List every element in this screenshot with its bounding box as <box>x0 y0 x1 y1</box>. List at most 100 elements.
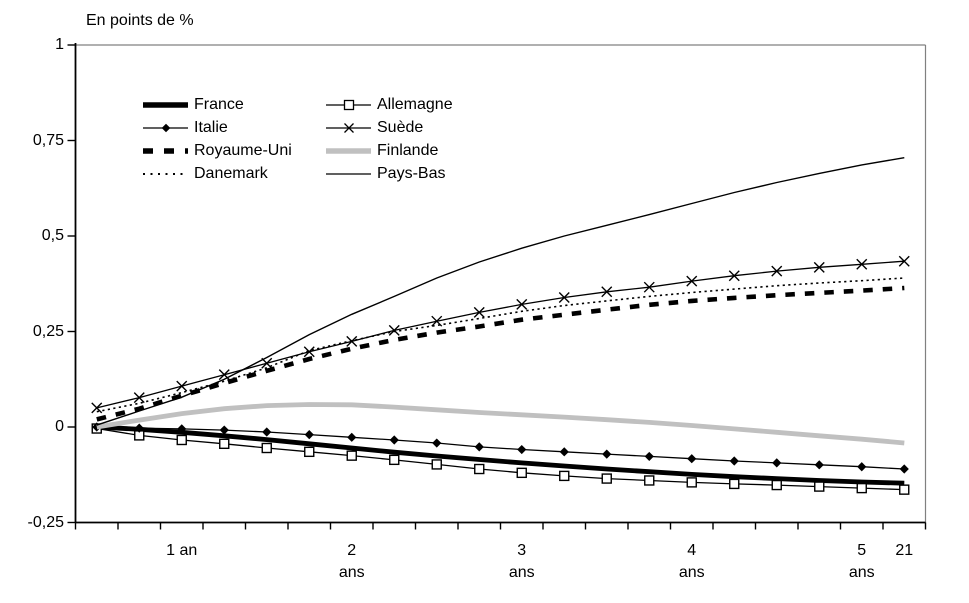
series-line-pays-bas <box>96 157 905 426</box>
diamond-filled-marker <box>602 449 612 459</box>
y-tick-label: 1 <box>55 36 64 53</box>
x-marker <box>516 298 528 310</box>
x-marker <box>813 261 825 273</box>
square-open-marker <box>856 482 867 494</box>
square-open-marker <box>644 475 655 486</box>
series-line-su-de <box>96 260 905 409</box>
square-open-marker <box>516 467 527 479</box>
legend-item-danemark: Danemark <box>143 162 268 185</box>
x-marker <box>133 392 145 404</box>
x-marker <box>771 265 783 277</box>
diamond-filled-marker <box>389 435 399 445</box>
x-marker <box>91 402 103 414</box>
diamond-filled-marker <box>517 444 527 455</box>
x-marker <box>686 275 698 287</box>
diamond-filled-marker <box>347 432 357 442</box>
y-tick-label: 0,5 <box>41 227 64 244</box>
diamond-filled-marker <box>857 462 867 472</box>
legend-swatch-solid-thin <box>326 119 372 137</box>
square-open-marker <box>771 479 782 491</box>
legend-item-allemagne: Allemagne <box>326 93 453 116</box>
x-marker <box>898 255 910 267</box>
legend-swatch-solid-thick <box>326 142 372 160</box>
square-open-marker <box>474 463 485 475</box>
x-marker <box>728 270 740 282</box>
y-tick-label: 0,25 <box>32 322 64 340</box>
series-line-finlande <box>96 402 905 446</box>
diamond-filled-marker <box>559 447 569 457</box>
legend-swatch-solid-thin-plain <box>326 165 372 183</box>
square-open-marker <box>389 454 400 466</box>
diamond-filled-marker <box>134 423 144 433</box>
diamond-filled-marker <box>729 456 739 466</box>
series-line-france <box>96 424 905 486</box>
x-tick-label: 2 ans <box>338 542 365 581</box>
square-open-marker <box>686 477 697 488</box>
series-line-royaume-uni <box>96 285 905 422</box>
x-tick-label: 5 ans <box>848 542 875 581</box>
y-tick-label: -0,25 <box>27 513 64 531</box>
legend-item-su-de: Suède <box>326 116 423 139</box>
legend-label: France <box>194 95 244 113</box>
legend-item-royaume-uni: Royaume-Uni <box>143 139 292 162</box>
diamond-filled-marker <box>432 438 442 448</box>
legend-swatch-solid-thick <box>143 96 189 114</box>
square-open-marker <box>346 450 357 461</box>
square-open-marker <box>176 434 187 446</box>
legend-label: Pays-Bas <box>377 164 446 182</box>
x-marker <box>473 306 485 318</box>
diamond-filled-marker <box>219 425 229 435</box>
x-marker <box>856 258 868 270</box>
y-tick-label: 0,75 <box>32 131 64 149</box>
square-open-marker <box>601 473 612 484</box>
x-marker <box>558 292 570 303</box>
square-open-marker <box>261 442 272 454</box>
square-open-marker <box>814 481 825 492</box>
diamond-filled-marker <box>474 442 484 452</box>
legend-swatch-dotted <box>143 165 189 183</box>
x-tick-label: 3 ans <box>508 542 535 581</box>
series-line-danemark <box>96 277 905 413</box>
legend-item-finlande: Finlande <box>326 139 438 162</box>
diamond-filled-marker <box>644 451 654 462</box>
x-tick-label: 4 ans <box>678 542 705 581</box>
x-marker <box>388 324 400 336</box>
legend-label: Royaume-Uni <box>194 141 292 159</box>
x-marker <box>431 315 443 327</box>
x-marker <box>176 380 188 392</box>
square-open-marker <box>219 438 230 450</box>
square-open-marker <box>304 446 315 458</box>
legend-item-pays-bas: Pays-Bas <box>326 162 445 185</box>
legend-swatch-dashed-thick <box>143 142 189 160</box>
legend-label: Allemagne <box>377 95 453 113</box>
diamond-filled-marker <box>262 427 272 437</box>
legend-label: Italie <box>194 118 228 136</box>
legend-swatch-solid-thin <box>326 96 372 114</box>
square-open-marker <box>729 478 740 490</box>
x-marker <box>601 286 613 298</box>
legend-item-italie: Italie <box>143 116 228 139</box>
x-marker <box>303 346 315 358</box>
square-open-marker <box>899 484 910 495</box>
chart-title: En points de % <box>86 12 194 29</box>
series-line-allemagne <box>96 427 905 491</box>
legend-swatch-solid-thin <box>143 119 189 137</box>
series-line-italie <box>96 426 905 470</box>
diamond-filled-marker <box>899 464 909 474</box>
diamond-filled-marker <box>814 460 824 470</box>
legend-label: Danemark <box>194 164 268 182</box>
square-open-marker <box>559 470 570 482</box>
legend-item-france: France <box>143 93 244 116</box>
diamond-filled-marker <box>304 430 314 440</box>
y-tick-label: 0 <box>55 418 64 435</box>
x-tick-label: 1 an <box>166 542 198 559</box>
diamond-filled-marker <box>177 424 187 434</box>
diamond-filled-marker <box>772 458 782 468</box>
legend-label: Suède <box>377 118 424 136</box>
x-tick-label: 21 <box>895 542 914 559</box>
legend-label: Finlande <box>377 141 439 159</box>
x-marker <box>643 281 655 293</box>
square-open-marker <box>431 459 442 470</box>
